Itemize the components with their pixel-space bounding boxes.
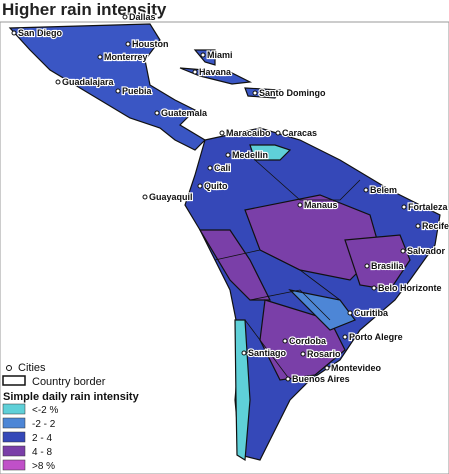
city-dot [219,130,225,136]
city-dot [363,187,369,193]
city-dot [197,183,203,189]
city-dot [55,79,61,85]
legend-swatch [2,431,26,443]
city-label: Brasilia [371,261,405,271]
city-label: Porto Alegre [349,332,403,342]
city-label: Salvador [407,246,446,256]
city-dot [324,365,330,371]
city-label: Guayaquil [149,192,193,202]
legend-swatch [2,417,26,429]
city-dot [125,41,131,47]
legend-swatch [2,459,26,471]
legend-cities: Cities [18,362,46,374]
city-label: Santiago [248,348,287,358]
legend-label: <-2 % [32,405,59,416]
legend-border: Country border [32,376,106,388]
city-label: Santo Domingo [259,88,326,98]
city-dot [192,69,198,75]
city-dot [225,152,231,158]
legend: Cities Country border Simple daily rain … [2,361,141,473]
city-dot [401,204,407,210]
city-label: Belo Horizonte [378,283,442,293]
city-label: Belem [370,185,397,195]
city-dot [154,110,160,116]
city-label: Curitiba [354,308,389,318]
city-dot [252,90,258,96]
legend-city-symbol [6,365,12,371]
city-label: Rosario [307,349,341,359]
city-dot [347,310,353,316]
city-label: Puebia [122,86,153,96]
city-dot [300,351,306,357]
city-layer: San Diego Dallas Houston Monterrey Miami Hava… [11,11,449,385]
city-dot [11,30,17,36]
city-label: Houston [132,39,169,49]
legend-label: 4 - 8 [32,447,52,458]
city-label: Maracaibo [226,128,271,138]
land [8,23,441,462]
city-label: Dallas [129,12,156,22]
legend-border-symbol [2,375,26,386]
city-label: Cali [214,163,231,173]
city-dot [297,202,303,208]
legend-swatch [2,445,26,457]
city-dot [342,334,348,340]
legend-title: Simple daily rain intensity [3,391,140,403]
city-label: Buenos Aires [292,374,350,384]
city-label: Guatemala [161,108,208,118]
city-label: Miami [207,50,233,60]
legend-label: -2 - 2 [32,419,56,430]
city-dot [207,165,213,171]
city-label: Cordoba [289,336,327,346]
borders [214,159,361,381]
city-dot [371,285,377,291]
map-title: Higher rain intensity [2,0,167,19]
city-dot [97,54,103,60]
city-label: Caracas [282,128,317,138]
legend-swatch [2,403,26,415]
city-label: Guadalajara [62,77,115,87]
city-dot [364,263,370,269]
city-dot [241,350,247,356]
city-dot [285,376,291,382]
city-label: Quito [204,181,228,191]
city-label: Montevideo [331,363,382,373]
city-label: San Diego [18,28,63,38]
legend-label: 2 - 4 [32,433,52,444]
city-dot [415,223,421,229]
city-dot [122,14,128,20]
city-dot [400,248,406,254]
city-dot [200,52,206,58]
city-dot [142,194,148,200]
city-label: Recife [422,221,449,231]
city-dot [275,130,281,136]
city-label: Monterrey [104,52,148,62]
city-dot [115,88,121,94]
city-label: Havana [199,67,232,77]
city-label: Manaus [304,200,338,210]
city-label: Fortaleza [408,202,449,212]
city-dot [282,338,288,344]
city-label: Medellin [232,150,268,160]
legend-label: >8 % [32,461,55,472]
